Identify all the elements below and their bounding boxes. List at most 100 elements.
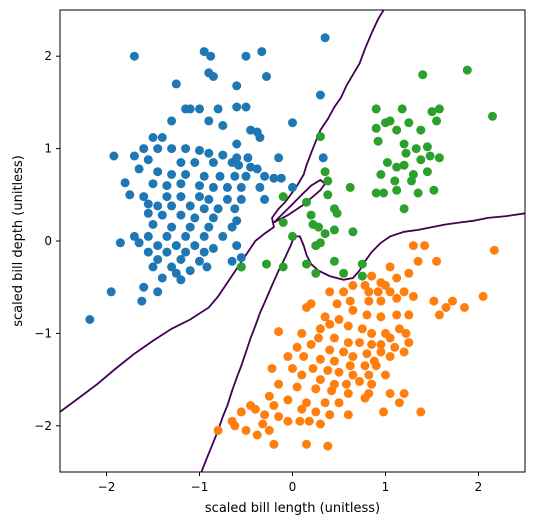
data-point [416,155,426,165]
data-point [360,393,370,403]
data-point [315,354,325,364]
data-point [176,179,186,189]
data-point [343,338,353,348]
data-point [171,79,181,89]
data-point [379,407,389,417]
data-point [125,190,135,200]
data-point [314,333,323,343]
data-point [394,398,404,408]
data-point [241,425,251,435]
data-point [243,153,253,163]
data-point [302,197,311,207]
data-point [176,192,186,202]
data-point [325,345,335,355]
data-point [334,398,344,408]
data-point [199,204,209,214]
data-point [385,287,395,297]
data-point [204,116,214,126]
data-point [278,262,288,272]
data-point [269,401,279,410]
data-point [260,194,270,204]
data-point [143,247,153,257]
data-point [399,287,409,297]
data-point [157,133,167,142]
data-point [218,231,228,241]
data-point [397,104,407,114]
data-point [232,102,242,112]
data-point [213,425,223,435]
data-point [399,160,409,170]
data-point [274,327,284,337]
data-point [376,296,386,306]
data-point [218,121,228,130]
data-point [162,181,172,191]
data-point [204,222,214,232]
data-point [334,367,344,377]
data-point [236,253,246,263]
data-point [371,123,381,133]
y-tick-label: −2 [34,419,52,433]
data-point [448,296,457,306]
decision-boundary-line [60,10,385,413]
data-point [153,167,163,177]
data-point [429,185,439,195]
data-point [276,173,286,183]
data-point [185,222,195,232]
y-tick-label: −1 [34,326,52,340]
y-tick-label: 1 [44,142,52,156]
data-point [252,164,262,174]
data-point [392,185,402,195]
data-point [341,379,351,389]
data-point [288,231,297,241]
y-axis-ticks: −2 −1 0 1 2 [34,49,60,433]
data-point [416,407,426,417]
data-point [199,171,209,181]
data-point [181,170,191,179]
data-point [329,225,339,235]
data-point [143,199,153,209]
data-point [264,391,274,401]
data-point [278,218,288,227]
data-point [418,70,428,80]
x-tick-label: 1 [382,480,390,494]
data-point [404,268,414,278]
data-point [227,416,237,426]
data-point [369,356,379,366]
data-point [264,425,274,435]
data-point [385,333,395,343]
data-point [323,365,333,375]
data-point [434,153,444,163]
data-point [332,208,342,218]
data-point [376,170,386,179]
data-point [315,90,325,100]
data-point [302,398,311,408]
data-point [488,111,497,121]
data-point [241,102,251,112]
data-point [434,310,444,320]
data-point [278,192,288,202]
data-point [413,188,423,198]
data-point [208,72,218,81]
data-point [394,324,404,334]
data-point [367,271,377,281]
data-point [185,104,195,114]
x-axis-label: scaled bill length (unitless) [205,501,380,516]
data-point [371,188,381,198]
data-point [367,379,377,389]
data-point [323,441,333,451]
data-point [355,376,364,386]
data-point [195,145,204,155]
data-point [167,170,177,179]
data-point [246,401,256,410]
data-point [297,370,307,380]
data-point [274,412,284,422]
data-point [258,419,268,429]
x-tick-label: −2 [98,480,116,494]
data-point [432,256,442,266]
data-point [255,182,265,192]
data-point [241,51,251,61]
y-axis-label: scaled bill depth (unitless) [11,155,26,327]
data-point [329,356,339,366]
data-point [343,321,353,331]
data-point [120,178,130,188]
